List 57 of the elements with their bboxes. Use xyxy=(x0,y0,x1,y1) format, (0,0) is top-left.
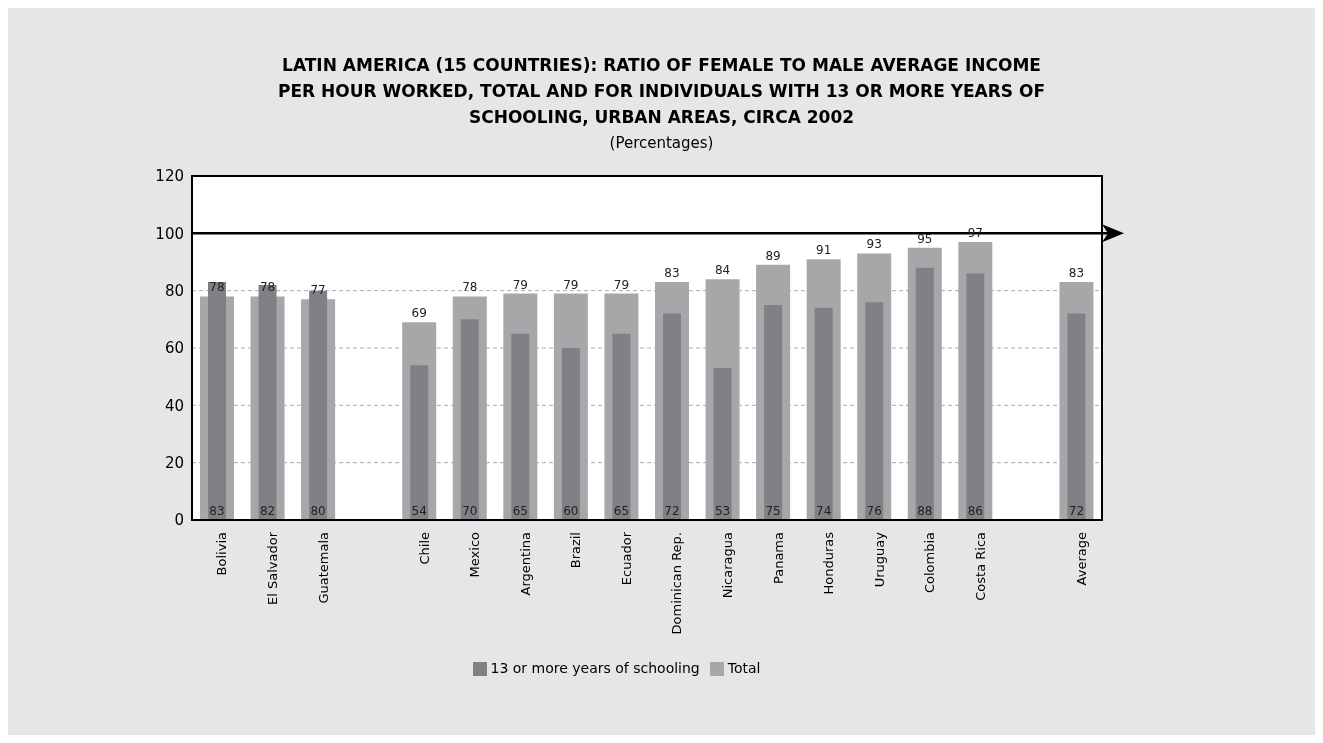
data-label: 93 xyxy=(866,237,882,252)
x-tick-label: Nicaragua xyxy=(719,532,735,599)
data-label: 79 xyxy=(562,277,579,292)
x-tick-label: Dominican Rep. xyxy=(669,532,685,635)
x-tick-label: Bolivia xyxy=(214,532,230,576)
data-label: 88 xyxy=(916,504,932,518)
data-label: 65 xyxy=(613,504,629,518)
data-label: 54 xyxy=(411,504,427,518)
data-label: 79 xyxy=(613,277,629,292)
x-tick-label: Average xyxy=(1073,532,1089,586)
y-tick-label: 0 xyxy=(173,511,184,530)
data-label: 89 xyxy=(764,248,781,263)
data-label: 78 xyxy=(259,280,275,295)
data-label: 70 xyxy=(461,504,477,518)
data-label: 83 xyxy=(663,266,680,281)
x-tick-label: Chile xyxy=(416,532,432,565)
data-label: 80 xyxy=(309,504,326,518)
data-label: 84 xyxy=(714,263,730,278)
data-label: 53 xyxy=(714,504,730,518)
y-tick-label: 60 xyxy=(164,339,184,358)
data-label: 69 xyxy=(411,306,427,321)
y-tick-label: 120 xyxy=(154,167,184,186)
legend-label: Total xyxy=(727,660,761,676)
data-label: 82 xyxy=(259,504,275,518)
x-tick-label: Uruguay xyxy=(871,531,887,588)
x-tick-label: Costa Rica xyxy=(972,532,988,601)
y-tick-label: 40 xyxy=(164,396,184,415)
x-tick-label: Ecuador xyxy=(618,531,634,586)
x-tick-label: Panama xyxy=(770,532,786,585)
data-label: 72 xyxy=(663,504,680,518)
data-label: 75 xyxy=(764,504,781,518)
data-label: 65 xyxy=(512,504,528,518)
x-tick-label: Argentina xyxy=(517,532,533,596)
chart-title: LATIN AMERICA (15 COUNTRIES): RATIO OF FEMALE TO MALE AVERAGE INCOME PER HOUR WORKED, TOTAL AND FOR INDIVIDUALS WITH 13 OR MORE YEARS OF SCHOOLING, URBAN AREAS, CIRCA 2002 xyxy=(276,54,1047,129)
data-label: 79 xyxy=(512,277,528,292)
x-tick-label: El Salvador xyxy=(264,531,280,605)
data-label: 74 xyxy=(815,504,831,518)
x-tick-label: Colombia xyxy=(921,532,937,594)
data-label: 78 xyxy=(461,280,477,295)
data-label: 86 xyxy=(967,504,983,518)
y-tick-label: 20 xyxy=(164,453,184,472)
data-label: 91 xyxy=(815,243,831,258)
data-label: 83 xyxy=(208,504,225,518)
x-tick-label: Honduras xyxy=(820,531,836,595)
y-tick-label: 80 xyxy=(164,281,184,300)
x-tick-label: Brazil xyxy=(567,532,583,569)
data-label: 76 xyxy=(866,504,882,518)
data-label: 72 xyxy=(1068,504,1084,518)
data-label: 60 xyxy=(562,504,579,518)
legend-label: 13 or more years of schooling xyxy=(490,660,700,676)
y-tick-label: 100 xyxy=(154,224,184,243)
chart-subtitle: (Percentages) xyxy=(609,134,714,152)
data-label: 95 xyxy=(916,231,932,246)
x-tick-label: Guatemala xyxy=(315,532,331,604)
data-label: 78 xyxy=(208,280,225,295)
x-tick-label: Mexico xyxy=(466,531,482,578)
data-label: 83 xyxy=(1068,266,1084,281)
